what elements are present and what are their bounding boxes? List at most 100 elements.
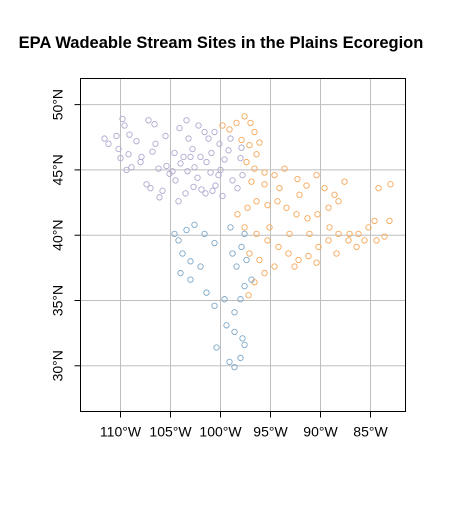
site-point xyxy=(125,151,132,158)
site-point xyxy=(202,190,209,197)
site-point xyxy=(163,162,170,170)
site-point xyxy=(386,217,393,224)
points xyxy=(101,113,394,371)
site-point xyxy=(285,250,292,257)
site-point xyxy=(387,181,394,188)
site-point xyxy=(248,276,255,283)
site-point xyxy=(128,164,135,171)
site-point xyxy=(286,230,293,238)
site-point xyxy=(266,224,273,231)
site-point xyxy=(231,309,238,316)
site-point xyxy=(171,149,178,157)
site-point xyxy=(226,358,233,366)
site-point xyxy=(264,202,271,209)
site-point xyxy=(198,186,205,193)
site-point xyxy=(261,169,268,176)
site-point xyxy=(169,168,176,175)
site-point xyxy=(177,160,184,167)
site-point xyxy=(313,171,320,179)
site-point xyxy=(216,140,223,147)
site-point xyxy=(203,158,210,166)
site-point xyxy=(212,182,219,189)
site-point xyxy=(177,269,184,277)
site-point xyxy=(229,250,236,257)
site-point xyxy=(227,224,234,231)
site-point xyxy=(234,211,241,218)
site-point xyxy=(303,182,310,189)
site-point xyxy=(325,204,332,211)
site-point xyxy=(241,230,248,238)
site-point xyxy=(247,119,254,127)
site-point xyxy=(304,215,311,222)
site-point xyxy=(261,269,268,277)
site-point xyxy=(248,178,255,185)
site-point xyxy=(233,119,240,127)
y-tick-label: 30°N xyxy=(50,350,66,381)
site-point xyxy=(156,194,163,201)
site-point xyxy=(261,181,268,188)
site-point xyxy=(143,181,150,188)
y-tick-label: 35°N xyxy=(50,285,66,316)
site-point xyxy=(233,263,240,270)
site-point xyxy=(238,136,245,144)
site-point xyxy=(197,153,204,161)
site-point xyxy=(184,168,191,175)
site-point xyxy=(246,141,253,149)
site-point xyxy=(238,144,245,151)
site-point xyxy=(251,165,258,172)
site-point xyxy=(195,122,202,129)
site-point xyxy=(126,131,133,138)
site-point xyxy=(241,341,248,349)
site-point xyxy=(276,185,283,192)
site-point xyxy=(375,185,382,192)
site-point xyxy=(119,115,126,123)
site-point xyxy=(187,153,194,161)
site-point xyxy=(213,344,220,351)
site-point xyxy=(207,169,214,176)
site-point xyxy=(295,256,302,264)
site-point xyxy=(283,204,290,211)
x-tick-label: 100°W xyxy=(199,424,242,440)
site-point xyxy=(229,177,236,184)
site-point xyxy=(137,158,144,166)
x-tick-label: 90°W xyxy=(303,424,338,440)
site-point xyxy=(115,145,122,153)
site-point xyxy=(256,256,263,264)
site-point xyxy=(211,302,218,309)
site-point xyxy=(187,258,194,265)
site-point xyxy=(223,322,230,329)
site-point xyxy=(326,224,333,231)
site-point xyxy=(333,250,340,257)
site-point xyxy=(189,145,196,153)
site-point xyxy=(180,153,187,161)
site-point xyxy=(183,226,190,234)
site-point xyxy=(225,147,232,154)
site-point xyxy=(155,165,162,172)
site-point xyxy=(175,237,182,244)
site-point xyxy=(305,252,312,260)
site-point xyxy=(217,166,224,174)
site-point xyxy=(237,155,244,162)
chart-title: EPA Wadeable Stream Sites in the Plains … xyxy=(19,34,424,52)
site-point xyxy=(341,178,348,185)
site-point xyxy=(381,233,388,240)
site-point xyxy=(306,230,313,238)
site-point xyxy=(371,217,378,224)
site-point xyxy=(234,185,241,192)
site-point xyxy=(209,187,216,194)
site-point xyxy=(145,117,152,124)
x-tick-label: 110°W xyxy=(100,424,142,440)
site-point xyxy=(113,132,120,140)
site-point xyxy=(331,191,338,198)
site-point xyxy=(274,198,281,205)
site-point xyxy=(241,282,248,290)
site-point xyxy=(314,211,321,218)
site-point xyxy=(241,224,248,231)
site-point xyxy=(335,198,342,205)
site-point xyxy=(221,296,228,303)
site-point xyxy=(353,243,360,251)
site-point xyxy=(117,155,124,162)
x-tick-label: 95°W xyxy=(253,424,288,440)
site-point xyxy=(355,230,362,238)
